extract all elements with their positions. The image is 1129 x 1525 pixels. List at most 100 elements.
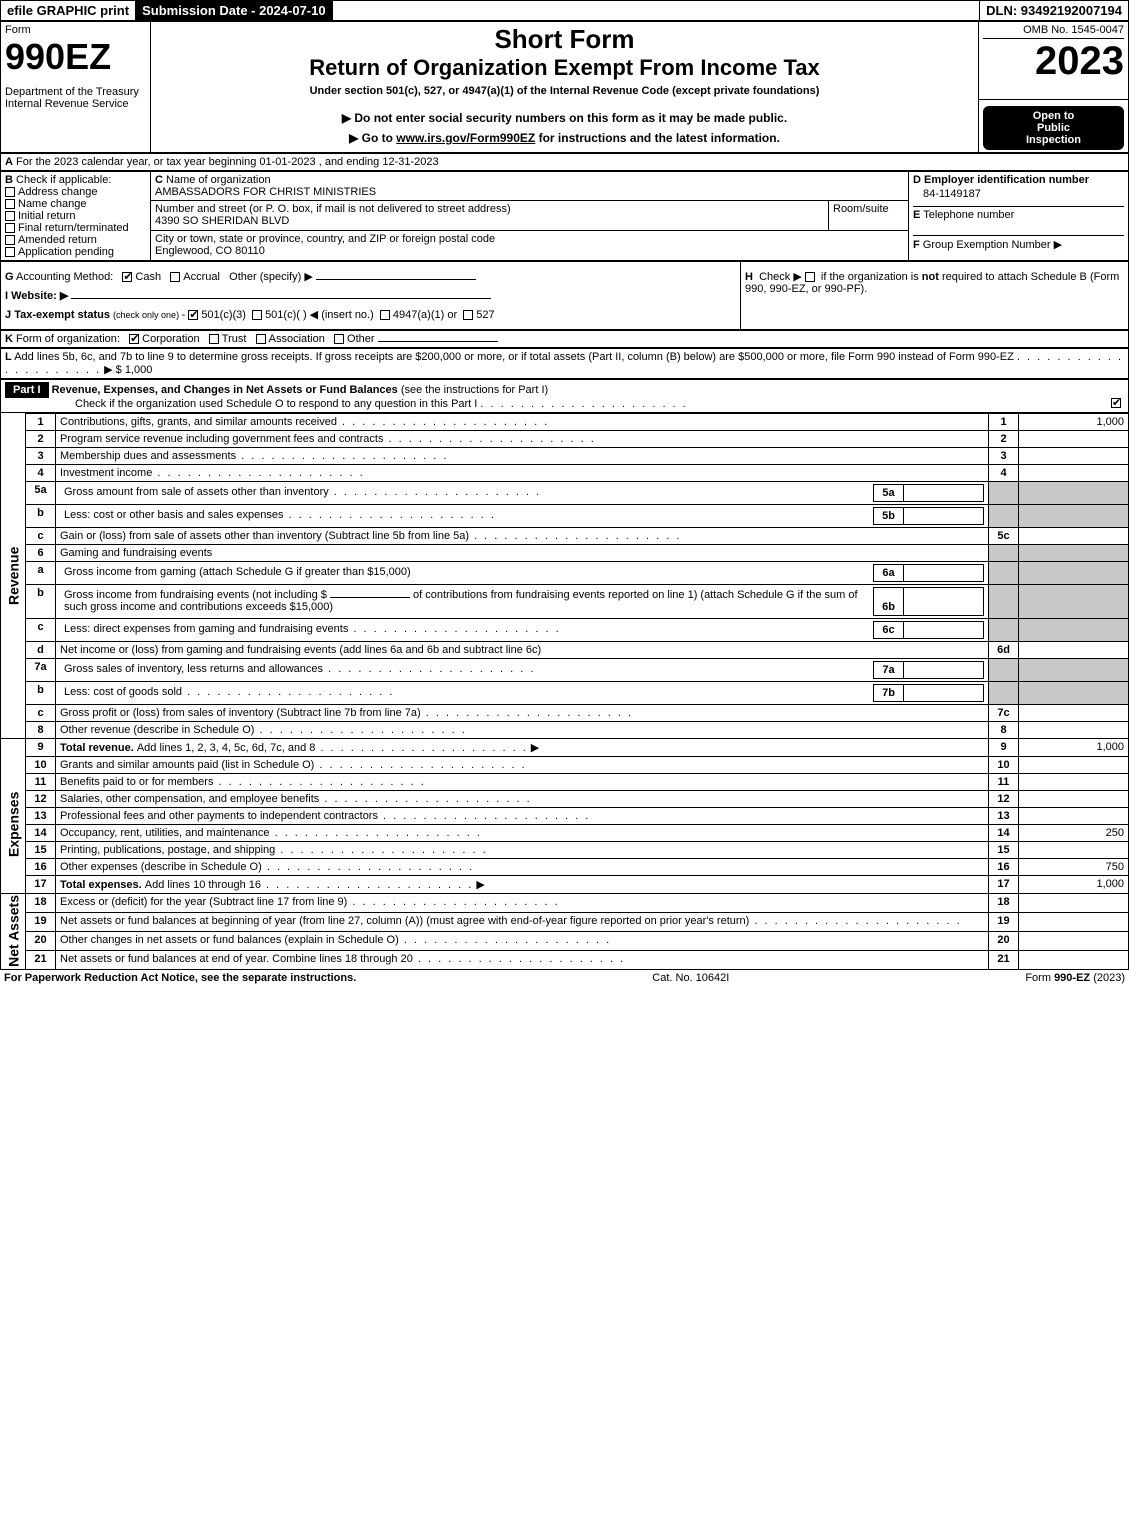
irs-label: Internal Revenue Service	[5, 98, 146, 110]
letter-c: C	[155, 174, 163, 186]
ssn-warning: ▶ Do not enter social security numbers o…	[155, 111, 974, 125]
pra-notice: For Paperwork Reduction Act Notice, see …	[4, 972, 356, 984]
submission-date-label: Submission Date - 2024-07-10	[136, 1, 333, 20]
checkbox-initial-return[interactable]	[5, 211, 15, 221]
checkbox-accrual[interactable]	[170, 272, 180, 282]
checkbox-501c3[interactable]	[188, 310, 198, 320]
revenue-side-label: Revenue	[1, 413, 26, 738]
line-7a-value	[904, 661, 984, 678]
part1-checkline: Check if the organization used Schedule …	[5, 398, 477, 410]
line-20-value	[1019, 931, 1129, 950]
line-6d-value	[1019, 641, 1129, 658]
checkbox-other-org[interactable]	[334, 334, 344, 344]
line-14-value: 250	[1019, 824, 1129, 841]
line-6a-value	[904, 564, 984, 581]
letter-h: H	[745, 271, 753, 283]
checkbox-4947a1[interactable]	[380, 310, 390, 320]
part1-title: Revenue, Expenses, and Changes in Net As…	[52, 384, 398, 396]
dept-treasury: Department of the Treasury	[5, 86, 146, 98]
line-18-value	[1019, 893, 1129, 912]
page-footer: For Paperwork Reduction Act Notice, see …	[0, 970, 1129, 986]
6b-contrib-input[interactable]	[330, 597, 410, 598]
line-6b-value	[904, 587, 984, 615]
checkbox-501c[interactable]	[252, 310, 262, 320]
dln-label: DLN: 93492192007194	[980, 1, 1128, 20]
checkbox-association[interactable]	[256, 334, 266, 344]
checkbox-name-change[interactable]	[5, 199, 15, 209]
line-6c-value	[904, 621, 984, 638]
line-2-value	[1019, 430, 1129, 447]
website-input[interactable]	[71, 298, 491, 299]
section-l: L Add lines 5b, 6c, and 7b to line 9 to …	[0, 348, 1129, 379]
letter-f: F	[913, 239, 920, 251]
b-label: Check if applicable:	[16, 174, 111, 186]
letter-e: E	[913, 209, 920, 221]
e-label: Telephone number	[923, 209, 1014, 221]
section-bcdef: B Check if applicable: Address change Na…	[0, 171, 1129, 261]
letter-k: K	[5, 333, 13, 345]
header-table: Form 990EZ Department of the Treasury In…	[0, 21, 1129, 153]
line-11-value	[1019, 773, 1129, 790]
letter-d: D	[913, 174, 921, 186]
section-ghijk: G Accounting Method: Cash Accrual Other …	[0, 261, 1129, 330]
line-7b-value	[904, 684, 984, 701]
i-label: Website: ▶	[11, 290, 68, 302]
top-bar: efile GRAPHIC print Submission Date - 20…	[0, 0, 1129, 21]
checkbox-schedule-o-part1[interactable]	[1111, 398, 1121, 408]
part1-header: Part I Revenue, Expenses, and Changes in…	[0, 379, 1129, 413]
form-number: 990EZ	[5, 36, 146, 78]
letter-j: J	[5, 309, 11, 321]
expenses-side-label: Expenses	[1, 756, 26, 893]
line-15-value	[1019, 841, 1129, 858]
efile-print-label[interactable]: efile GRAPHIC print	[1, 1, 136, 20]
line-19-value	[1019, 912, 1129, 931]
letter-g: G	[5, 271, 14, 283]
short-form-title: Short Form	[155, 24, 974, 55]
f-arrow: ▶	[1054, 239, 1062, 251]
city-value: Englewood, CO 80110	[155, 245, 265, 257]
return-title: Return of Organization Exempt From Incom…	[155, 55, 974, 81]
org-name: AMBASSADORS FOR CHRIST MINISTRIES	[155, 186, 376, 198]
city-label: City or town, state or province, country…	[155, 233, 495, 245]
part1-bar: Part I	[5, 382, 49, 398]
d-label: Employer identification number	[924, 174, 1089, 186]
line-16-value: 750	[1019, 858, 1129, 875]
line-1-value: 1,000	[1019, 413, 1129, 430]
lines-table: Revenue 1 Contributions, gifts, grants, …	[0, 413, 1129, 971]
letter-a: A	[5, 156, 13, 168]
other-specify-input[interactable]	[316, 279, 476, 280]
line-13-value	[1019, 807, 1129, 824]
section-a-text: For the 2023 calendar year, or tax year …	[16, 156, 439, 168]
form-word: Form	[5, 24, 146, 36]
l-value: ▶ $ 1,000	[104, 364, 152, 376]
checkbox-final-return[interactable]	[5, 223, 15, 233]
form-footer-number: 990-EZ	[1054, 972, 1090, 984]
section-k: K Form of organization: Corporation Trus…	[0, 330, 1129, 348]
line-17-value: 1,000	[1019, 875, 1129, 893]
other-org-input[interactable]	[378, 341, 498, 342]
checkbox-schedule-b-not-required[interactable]	[805, 272, 815, 282]
checkbox-cash[interactable]	[122, 272, 132, 282]
checkbox-corporation[interactable]	[129, 334, 139, 344]
subtitle: Under section 501(c), 527, or 4947(a)(1)…	[155, 85, 974, 97]
k-label: Form of organization:	[16, 333, 120, 345]
goto-instructions: ▶ Go to www.irs.gov/Form990EZ for instru…	[155, 131, 974, 145]
omb-number: OMB No. 1545-0047	[983, 24, 1124, 39]
open-to-public-badge: Open to Public Inspection	[983, 106, 1124, 150]
checkbox-amended-return[interactable]	[5, 235, 15, 245]
c-name-label: Name of organization	[166, 174, 271, 186]
line-12-value	[1019, 790, 1129, 807]
letter-l: L	[5, 351, 12, 363]
line-9-value: 1,000	[1019, 738, 1129, 756]
line-4-value	[1019, 464, 1129, 481]
checkbox-application-pending[interactable]	[5, 247, 15, 257]
checkbox-trust[interactable]	[209, 334, 219, 344]
checkbox-527[interactable]	[463, 310, 473, 320]
line-7c-value	[1019, 704, 1129, 721]
netassets-side-label: Net Assets	[1, 893, 26, 970]
room-label: Room/suite	[833, 203, 889, 215]
irs-link[interactable]: www.irs.gov/Form990EZ	[396, 131, 535, 145]
section-a: A For the 2023 calendar year, or tax yea…	[0, 153, 1129, 171]
checkbox-address-change[interactable]	[5, 187, 15, 197]
line-5c-value	[1019, 527, 1129, 544]
